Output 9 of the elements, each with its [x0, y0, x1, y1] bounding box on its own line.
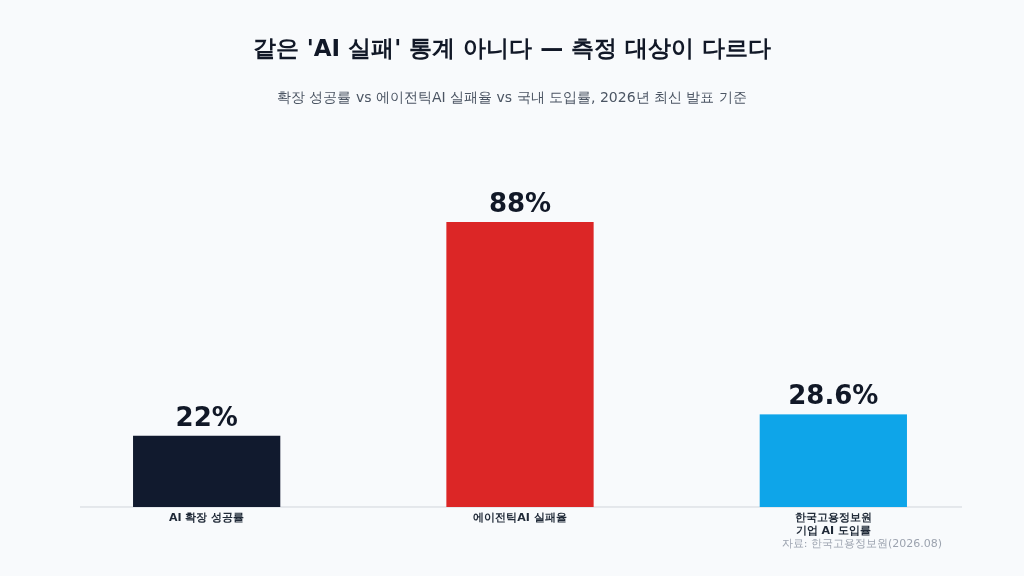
chart-title: 같은 'AI 실패' 통계 아니다 — 측정 대상이 다르다 [252, 35, 772, 61]
x-tick-label: 에이전틱AI 실패율 [473, 511, 567, 524]
x-tick-label: 한국고용정보원 기업 AI 도입률 [794, 511, 872, 537]
data-label: 22% [175, 401, 238, 432]
x-tick-label: AI 확장 성공률 [169, 511, 245, 524]
chart-subtitle: 확장 성공률 vs 에이전틱AI 실패율 vs 국내 도입률, 2026년 최신 발표 기준 [277, 89, 747, 105]
data-label: 88% [488, 188, 552, 218]
data-label: 28.6% [788, 380, 879, 411]
text: 자료: 한국고용정보원(2026.08) [781, 537, 942, 550]
